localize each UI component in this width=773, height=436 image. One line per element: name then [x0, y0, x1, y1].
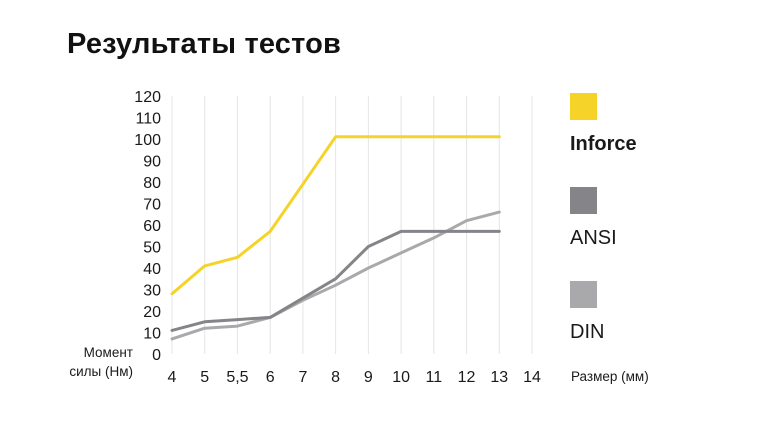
- y-tick-label: 80: [143, 175, 161, 192]
- x-tick-label: 5,5: [226, 369, 248, 386]
- y-tick-label: 110: [135, 111, 161, 128]
- y-tick-label: 60: [143, 218, 161, 235]
- y-tick-label: 120: [134, 89, 161, 106]
- x-tick-label: 8: [331, 369, 340, 386]
- y-axis-ticks: 0 10 20 30 40 50 60 70 80 90 100 110 120: [134, 89, 161, 364]
- x-tick-label: 14: [523, 369, 541, 386]
- legend-swatch-ansi: [570, 187, 597, 214]
- y-axis-label-line-2: силы (Нм): [69, 364, 133, 379]
- x-tick-label: 9: [364, 369, 373, 386]
- legend-label-din: DIN: [570, 321, 604, 343]
- legend-swatch-din: [570, 281, 597, 308]
- chart-title: Результаты тестов: [67, 28, 342, 60]
- y-tick-label: 10: [143, 326, 161, 343]
- y-tick-label: 100: [134, 132, 161, 149]
- x-tick-label: 12: [458, 369, 476, 386]
- y-tick-label: 90: [143, 154, 161, 171]
- y-tick-label: 70: [143, 197, 161, 214]
- x-tick-label: 11: [426, 369, 443, 386]
- x-tick-label: 4: [168, 369, 177, 386]
- series-line-ansi: [170, 229, 501, 332]
- y-tick-label: 40: [143, 261, 161, 278]
- y-tick-label: 0: [152, 347, 161, 364]
- y-tick-label: 30: [143, 283, 161, 300]
- legend: Inforce ANSI DIN: [570, 93, 637, 343]
- y-tick-label: 50: [143, 240, 161, 257]
- y-tick-label: 20: [143, 304, 161, 321]
- legend-swatch-inforce: [570, 93, 597, 120]
- x-tick-label: 10: [392, 369, 410, 386]
- legend-label-ansi: ANSI: [570, 227, 617, 249]
- legend-label-inforce: Inforce: [570, 133, 637, 155]
- y-axis-label-line-1: Момент: [84, 345, 133, 360]
- x-tick-label: 5: [200, 369, 209, 386]
- x-tick-label: 13: [490, 369, 508, 386]
- x-axis-label: Размер (мм): [571, 369, 649, 384]
- series-lines: [170, 135, 501, 341]
- series-line-inforce: [170, 135, 501, 296]
- gridlines: [171, 96, 533, 354]
- x-axis-ticks: 4 5 5,5 6 7 8 9 10 11 12 13 14: [168, 369, 541, 386]
- x-tick-label: 7: [298, 369, 307, 386]
- x-tick-label: 6: [266, 369, 275, 386]
